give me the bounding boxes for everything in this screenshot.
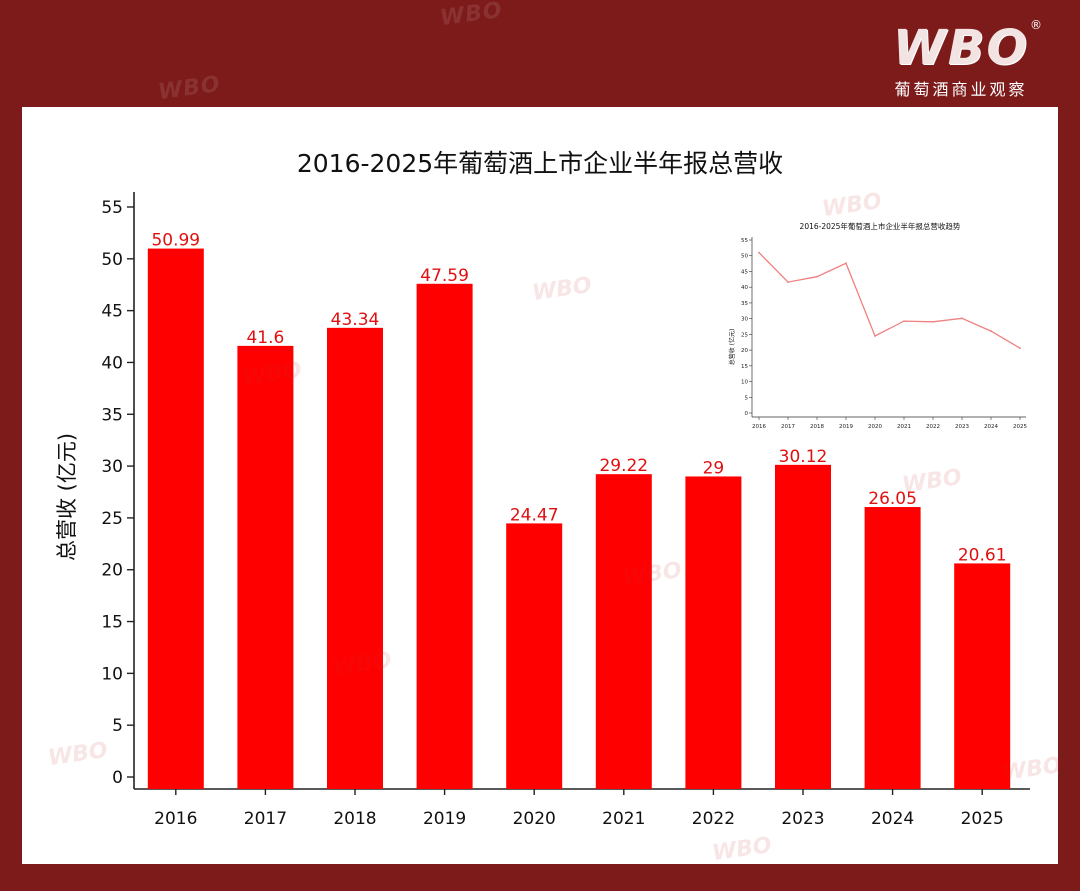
inset-x-tick-label: 2021 [897,424,911,430]
registered-mark: ® [1030,18,1042,32]
inset-background [718,212,1034,434]
inset-y-axis-label: 总营收 (亿元) [728,329,736,366]
y-tick-label: 15 [101,613,123,633]
y-tick-label: 45 [101,302,123,322]
x-tick-label: 2018 [333,809,376,829]
x-tick-label: 2016 [154,809,197,829]
inset-y-tick-label: 5 [745,395,749,401]
inset-y-tick-label: 15 [741,364,748,370]
bar-value-label: 24.47 [510,505,559,525]
logo-mark: WBO [892,20,1030,76]
inset-x-tick-label: 2018 [810,424,824,430]
inset-line-chart: 2016-2025年葡萄酒上市企业半年报总营收趋势 总营收 (亿元) 0 5 10 1… [718,212,1034,434]
y-tick-label: 50 [101,250,123,270]
bar [864,507,921,789]
inset-x-tick-label: 2020 [868,424,882,430]
inset-series-line [758,252,1021,349]
inset-data-point [932,320,934,323]
inset-data-point [903,320,905,322]
inset-x-tick-label: 2016 [752,424,766,430]
y-tick-label: 25 [101,509,123,529]
bar [416,283,473,789]
inset-x-tick-label: 2022 [926,424,940,430]
inset-data-point [787,281,789,284]
inset-y-tick-label: 30 [741,317,748,323]
inset-y-tick-label: 50 [741,254,748,260]
y-tick-label: 30 [101,457,123,477]
inset-y-tick-label: 55 [741,238,748,244]
bar [685,476,742,789]
bar [147,248,204,790]
inset-y-tick-label: 20 [741,348,748,354]
inset-y-tick-label: 45 [741,269,748,275]
bar-value-label: 29.22 [599,456,648,476]
bar-value-label: 41.6 [246,328,284,348]
inset-x-tick-label: 2025 [1013,424,1027,430]
logo-subtitle: 葡萄酒商业观察 [894,80,1028,99]
brand-logo: WBO ® 葡萄酒商业观察 [886,18,1042,100]
inset-data-point [990,330,992,332]
y-tick-label: 10 [101,664,123,684]
bar [506,523,563,789]
y-tick-label: 35 [101,405,123,425]
x-tick-label: 2019 [423,809,466,829]
bar [327,327,383,789]
bar-value-label: 43.34 [331,310,380,330]
inset-data-point [961,317,963,320]
y-tick-label: 55 [101,198,123,218]
inset-y-tick-label: 10 [741,380,748,386]
inset-data-point [1019,347,1021,350]
x-tick-label: 2021 [602,809,645,829]
bar [595,474,652,789]
x-tick-label: 2024 [871,809,914,829]
inset-data-point [874,335,876,337]
chart-title: 2016-2025年葡萄酒上市企业半年报总营收 [297,149,783,178]
bar-value-label: 29 [703,458,725,478]
y-tick-label: 0 [112,768,123,788]
y-tick-label: 40 [101,353,123,373]
chart-panel: WBO WBO WBO WBO WBO WBO WBO WBO WBO 2016… [22,107,1063,866]
watermark: WBO [156,71,223,106]
y-axis-label: 总营收 (亿元) [55,433,79,561]
inset-data-point [816,275,818,278]
inset-data-point [758,251,760,254]
y-tick-label: 20 [101,561,123,581]
inset-x-tick-label: 2017 [781,424,795,430]
bar-value-label: 26.05 [868,489,917,509]
inset-x-tick-label: 2019 [839,424,853,430]
inset-x-tick-label: 2023 [955,424,969,430]
x-tick-label: 2020 [513,809,556,829]
inset-title: 2016-2025年葡萄酒上市企业半年报总营收趋势 [800,221,961,231]
inset-y-tick-label: 25 [741,332,748,338]
x-tick-label: 2017 [244,809,287,829]
bar-value-label: 30.12 [779,447,828,467]
bar-value-label: 47.59 [420,266,469,286]
y-tick-label: 5 [112,716,123,736]
bar-value-label: 50.99 [151,231,200,251]
inset-data-point [845,262,847,265]
x-tick-label: 2022 [692,809,735,829]
bar [237,345,294,789]
inset-x-tick-label: 2024 [984,424,998,430]
inset-y-tick-label: 0 [745,411,749,417]
x-tick-label: 2025 [961,809,1004,829]
bar [775,464,831,789]
inset-y-tick-label: 35 [741,301,748,307]
x-tick-label: 2023 [781,809,824,829]
main-bar-chart: 2016-2025年葡萄酒上市企业半年报总营收 总营收 (亿元) 0510152… [55,149,1034,829]
bar-value-label: 20.61 [958,545,1007,565]
bar [954,563,1011,789]
inset-y-tick-label: 40 [741,285,748,291]
watermark: WBO [438,0,505,32]
